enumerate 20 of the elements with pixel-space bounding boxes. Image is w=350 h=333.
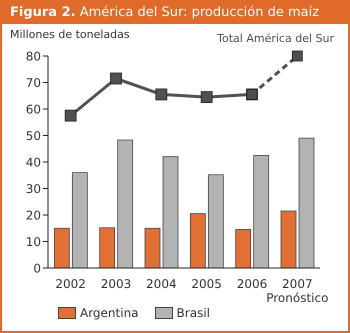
- y-tick-label: 10: [26, 234, 41, 249]
- text: Total América del Sur: [217, 32, 334, 45]
- legend-label: Argentina: [79, 306, 139, 320]
- y-tick-label: 30: [26, 182, 41, 196]
- x-tick-label: 2006: [236, 277, 268, 291]
- y-tick-label: 50: [26, 128, 41, 143]
- y-axis-title: Millones de toneladas: [10, 28, 130, 41]
- legend-label: Brasil: [176, 306, 210, 320]
- y-tick-label: 20: [26, 208, 41, 222]
- y-tick-label: 80: [26, 49, 41, 64]
- x-tick-label: 2002: [55, 277, 86, 291]
- y-tick-label: 60: [26, 102, 41, 116]
- x-tick-label: 2005: [191, 277, 222, 291]
- x-tick-label: 2003: [100, 277, 132, 291]
- x-tick-label: 2007 Pronóstico: [266, 277, 328, 305]
- y-tick-label: 0: [33, 261, 41, 276]
- y-tick-label: 70: [26, 76, 41, 90]
- chart-title: Figura 2. América del Sur: producción de maíz: [2, 2, 348, 24]
- x-tick-label: 2004: [146, 277, 177, 291]
- y-tick-label: 40: [26, 155, 41, 170]
